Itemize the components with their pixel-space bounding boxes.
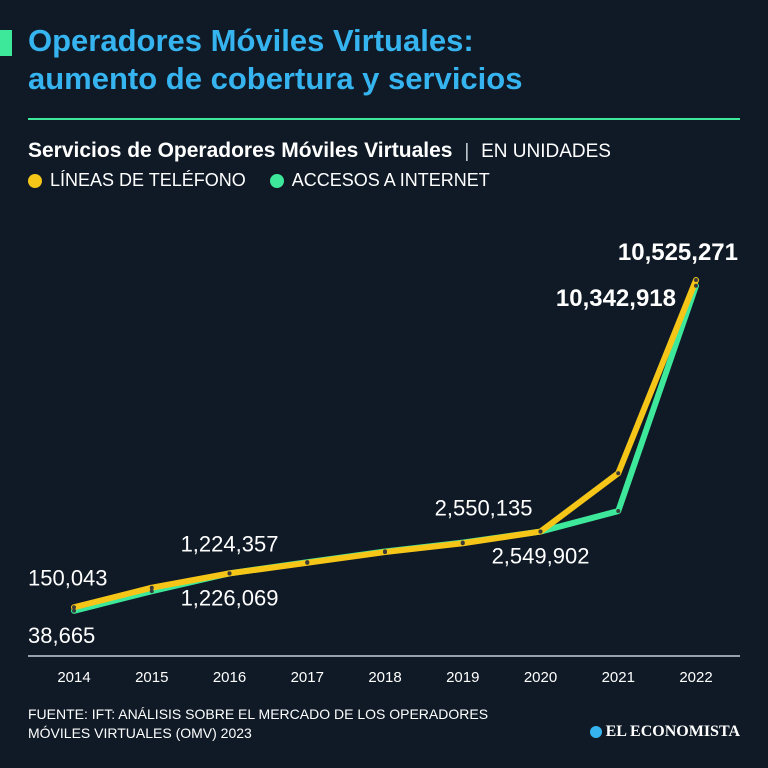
point-lineas-2015 <box>149 585 154 590</box>
data-label-lineas-2022: 10,525,271 <box>618 239 738 266</box>
legend-item-lineas: LÍNEAS DE TELÉFONO <box>28 170 246 191</box>
series-line-internet <box>71 282 699 614</box>
data-label-internet-2014: 38,665 <box>28 623 95 648</box>
point-internet-2014 <box>72 608 76 613</box>
legend-item-internet: ACCESOS A INTERNET <box>269 170 490 191</box>
source-line-1: FUENTE: IFT: ANÁLISIS SOBRE EL MERCADO D… <box>28 706 489 722</box>
line-chart: 2014 2015 2016 2017 2018 2019 2020 2021 2022 150,… <box>28 239 740 686</box>
data-label-lineas-2020: 2,550,135 <box>435 496 533 521</box>
point-lineas-2014 <box>72 605 76 610</box>
data-label-lineas-2016: 1,224,357 <box>181 531 279 556</box>
point-internet-2015 <box>149 589 154 594</box>
title-accent-bar <box>0 30 12 56</box>
point-internet-2018 <box>383 549 387 554</box>
point-internet-2020 <box>538 529 543 534</box>
chart-unit-label: EN UNIDADES <box>481 141 611 162</box>
x-tick-label-2018: 2018 <box>368 669 401 686</box>
chart-subtitle-main: Servicios de Operadores Móviles Virtuale… <box>28 139 453 162</box>
legend-label-internet: ACCESOS A INTERNET <box>291 170 490 190</box>
x-tick-label-2016: 2016 <box>213 669 246 686</box>
point-internet-2016 <box>227 571 232 576</box>
legend-label-lineas: LÍNEAS DE TELÉFONO <box>50 170 246 190</box>
series-line-lineas <box>71 277 699 611</box>
chart-subtitle: Servicios de Operadores Móviles Virtuale… <box>28 139 611 163</box>
title-line-2: aumento de cobertura y servicios <box>28 61 523 96</box>
data-label-internet-2016: 1,226,069 <box>181 585 279 610</box>
brand-icon <box>589 726 602 738</box>
x-tick-label-2015: 2015 <box>135 669 168 686</box>
page-title: Operadores Móviles Virtuales: aumento de… <box>28 22 522 98</box>
point-lineas-2022 <box>694 278 698 282</box>
x-tick-label-2019: 2019 <box>446 669 479 686</box>
title-divider <box>28 118 740 120</box>
data-label-internet-2022: 10,342,918 <box>556 285 676 312</box>
data-label-lineas-2014: 150,043 <box>28 565 108 590</box>
chart-subtitle-separator: | <box>464 141 470 162</box>
brand-name: EL ECONOMISTA <box>605 723 740 740</box>
legend-dot-internet <box>269 173 284 188</box>
x-tick-label-2014: 2014 <box>57 669 90 686</box>
x-tick-label-2021: 2021 <box>602 669 635 686</box>
x-tick-label-2020: 2020 <box>524 669 557 686</box>
point-internet-2022 <box>694 283 698 288</box>
x-tick-label-2022: 2022 <box>679 669 712 686</box>
brand-logo: EL ECONOMISTA <box>589 723 740 741</box>
point-internet-2019 <box>460 540 465 545</box>
legend-dot-lineas <box>28 173 42 188</box>
point-internet-2021 <box>616 509 621 514</box>
point-internet-2017 <box>305 560 310 565</box>
source-line-2: MÓVILES VIRTUALES (OMV) 2023 <box>28 725 252 741</box>
title-line-1: Operadores Móviles Virtuales: <box>28 23 474 58</box>
chart-legend: LÍNEAS DE TELÉFONO ACCESOS A INTERNET <box>28 170 490 191</box>
x-tick-label-2017: 2017 <box>291 669 324 686</box>
data-label-internet-2020: 2,549,902 <box>492 544 590 569</box>
source-note: FUENTE: IFT: ANÁLISIS SOBRE EL MERCADO D… <box>28 705 588 743</box>
point-lineas-2021 <box>616 471 621 476</box>
